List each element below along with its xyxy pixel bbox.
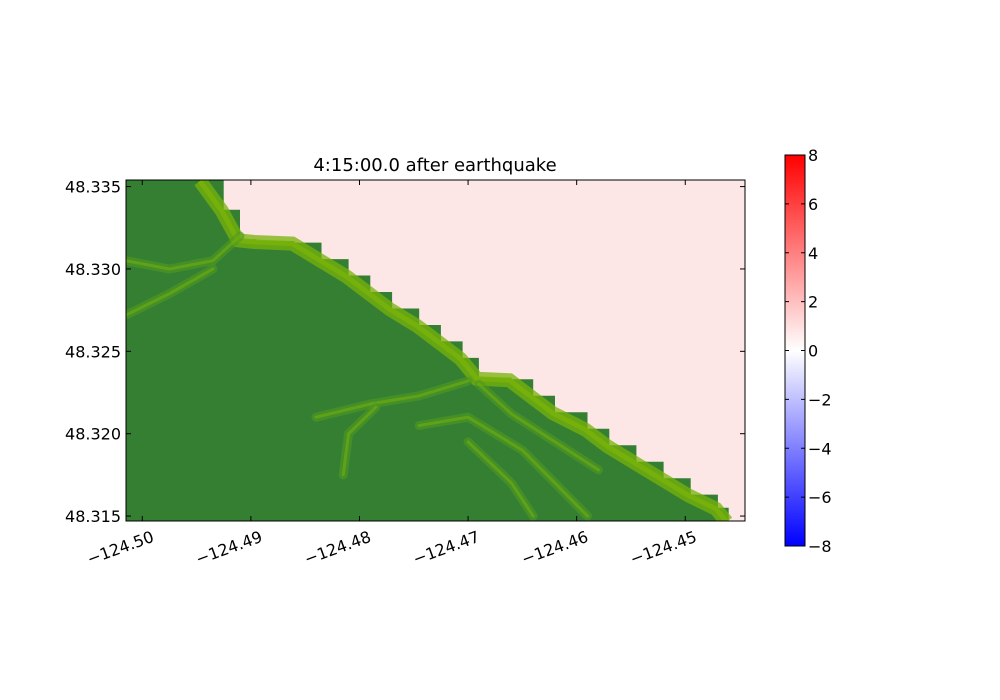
colorbar: 8 6 4 2 0 −2 −4 −6 −8: [784, 146, 832, 556]
terrain-ridge-highlight: [477, 382, 600, 472]
terrain-ridge-highlight: [314, 379, 470, 419]
colorbar-tick-label: 6: [808, 195, 818, 214]
y-axis: 48.315 48.320 48.325 48.330 48.335: [65, 178, 745, 526]
terrain-ridge-highlight: [466, 440, 535, 518]
colorbar-tick-label: 0: [808, 342, 818, 361]
colorbar-tick-label: 8: [808, 146, 818, 165]
plot-area: [126, 180, 745, 521]
colorbar-tick-label: 4: [808, 244, 818, 263]
y-tick-label: 48.315: [65, 507, 121, 526]
y-tick-label: 48.335: [65, 178, 121, 197]
y-tick-label: 48.325: [65, 342, 121, 361]
y-tick-label: 48.330: [65, 260, 121, 279]
colorbar-tick-label: −4: [808, 439, 832, 458]
land-shading: [126, 180, 733, 521]
terrain-ridge-highlight: [126, 234, 242, 271]
terrain-ridge-highlight: [126, 267, 215, 317]
terrain-ridge-highlight: [417, 415, 589, 518]
colorbar-tick-label: 2: [808, 293, 818, 312]
coastal-edge: [197, 180, 729, 521]
chart-title: 4:15:00.0 after earthquake: [313, 155, 556, 176]
x-tick-label: −124.49: [193, 527, 265, 569]
y-tick-label: 48.320: [65, 425, 121, 444]
terrain-ridge-highlight: [341, 405, 378, 477]
land-region: [126, 180, 729, 521]
colorbar-tick-label: −8: [808, 537, 832, 556]
x-tick-label: −124.50: [85, 527, 157, 569]
x-tick-label: −124.47: [410, 527, 482, 569]
x-tick-label: −124.45: [628, 527, 700, 569]
colorbar-ticks: 8 6 4 2 0 −2 −4 −6 −8: [785, 146, 832, 556]
axes-frame: [125, 179, 746, 522]
x-tick-label: −124.48: [302, 527, 374, 569]
colorbar-tick-label: −2: [808, 390, 832, 409]
x-tick-label: −124.46: [519, 527, 591, 569]
colorbar-tick-label: −6: [808, 488, 832, 507]
